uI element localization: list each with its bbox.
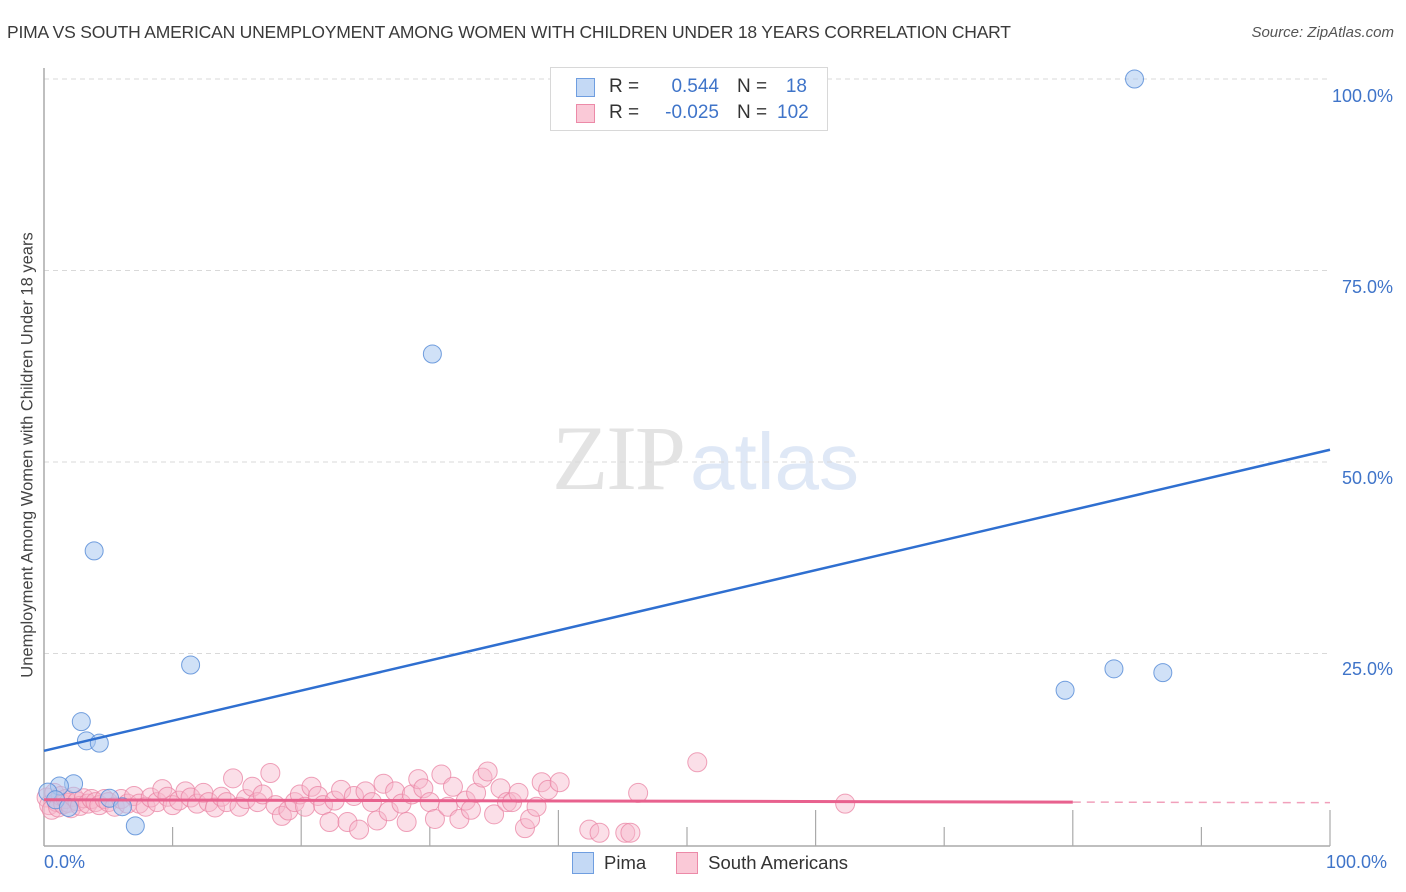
data-point (337, 812, 358, 833)
n-value: 18 (785, 76, 807, 97)
data-point (422, 344, 442, 364)
data-point (442, 776, 463, 797)
chart-title: PIMA VS SOUTH AMERICAN UNEMPLOYMENT AMON… (7, 22, 1011, 42)
gridlines (44, 78, 1330, 654)
r-value: -0.025 (665, 102, 719, 123)
data-point (319, 812, 340, 833)
data-point (361, 792, 382, 813)
data-point (349, 819, 370, 840)
data-point (424, 808, 445, 829)
trend-lines (43, 448, 1331, 804)
y-tick-100: 100.0% (1331, 86, 1393, 106)
south-americans-points (36, 752, 856, 843)
data-point (396, 812, 417, 833)
source-label: Source: ZipAtlas.com (1251, 24, 1394, 41)
watermark-zip: ZIP (552, 407, 686, 509)
x-tick-0: 0.0% (44, 852, 86, 872)
legend-label-pima: Pima (604, 852, 647, 873)
n-label: N = (737, 76, 768, 97)
y-tick-25: 25.0% (1341, 659, 1393, 679)
data-point (242, 776, 263, 797)
data-point (620, 822, 641, 843)
legend-row-south-americans: R = -0.025 N = 102 (576, 101, 809, 125)
data-point (205, 797, 226, 818)
data-point (531, 772, 552, 793)
data-point (538, 779, 559, 800)
data-point (135, 796, 156, 817)
data-point (216, 792, 237, 813)
data-point (260, 762, 281, 783)
y-tick-50: 50.0% (1341, 468, 1393, 488)
data-point (477, 761, 498, 782)
data-point (125, 816, 145, 836)
data-point (1055, 680, 1075, 700)
data-point (431, 764, 452, 785)
legend-label-south-americans: South Americans (708, 852, 849, 873)
y-axis-label: Unemployment Among Women with Children U… (18, 232, 37, 678)
data-point (484, 804, 505, 825)
x-tick-100: 100.0% (1326, 852, 1388, 872)
data-point (198, 792, 219, 813)
data-point (181, 655, 201, 675)
data-point (1153, 663, 1173, 683)
r-value: 0.544 (671, 76, 719, 97)
axes (43, 68, 1331, 847)
data-point (147, 792, 168, 813)
data-point (549, 772, 570, 793)
legend-row-pima: R = 0.544 N = 18 (576, 75, 807, 99)
south-americans-swatch-icon (676, 852, 699, 874)
pima-swatch-icon (576, 77, 595, 97)
data-point (589, 822, 610, 843)
data-point (373, 773, 394, 794)
n-value: 102 (777, 102, 809, 123)
data-point (835, 793, 856, 814)
data-point (514, 818, 535, 839)
data-point (687, 752, 708, 773)
r-label: R = (609, 102, 640, 123)
data-point (615, 822, 636, 843)
data-point (408, 769, 429, 790)
south-americans-trend-line (43, 798, 1073, 804)
data-point (460, 799, 481, 820)
series-legend: Pima South Americans (572, 852, 878, 874)
r-label: R = (609, 76, 640, 97)
data-point (84, 541, 104, 561)
pima-points (38, 69, 1173, 836)
data-point (112, 797, 132, 817)
data-point (295, 796, 316, 817)
data-point (520, 808, 541, 829)
n-label: N = (737, 102, 768, 123)
data-point (71, 712, 91, 732)
data-point (508, 782, 529, 803)
data-point (628, 782, 649, 803)
data-point (1125, 69, 1145, 89)
legend-item-south-americans[interactable]: South Americans (676, 852, 848, 874)
data-point (1104, 659, 1124, 679)
south-americans-swatch-icon (576, 103, 595, 123)
y-tick-75: 75.0% (1341, 277, 1393, 297)
correlation-legend: R = 0.544 N = 18 R = -0.025 N = 102 (550, 67, 828, 131)
data-point (271, 805, 292, 826)
pima-trend-line (43, 448, 1331, 752)
data-point (223, 768, 244, 789)
legend-item-pima[interactable]: Pima (572, 852, 646, 874)
pima-swatch-icon (572, 852, 594, 874)
south-americans-trend-extension (1072, 801, 1331, 804)
data-point (466, 782, 487, 803)
